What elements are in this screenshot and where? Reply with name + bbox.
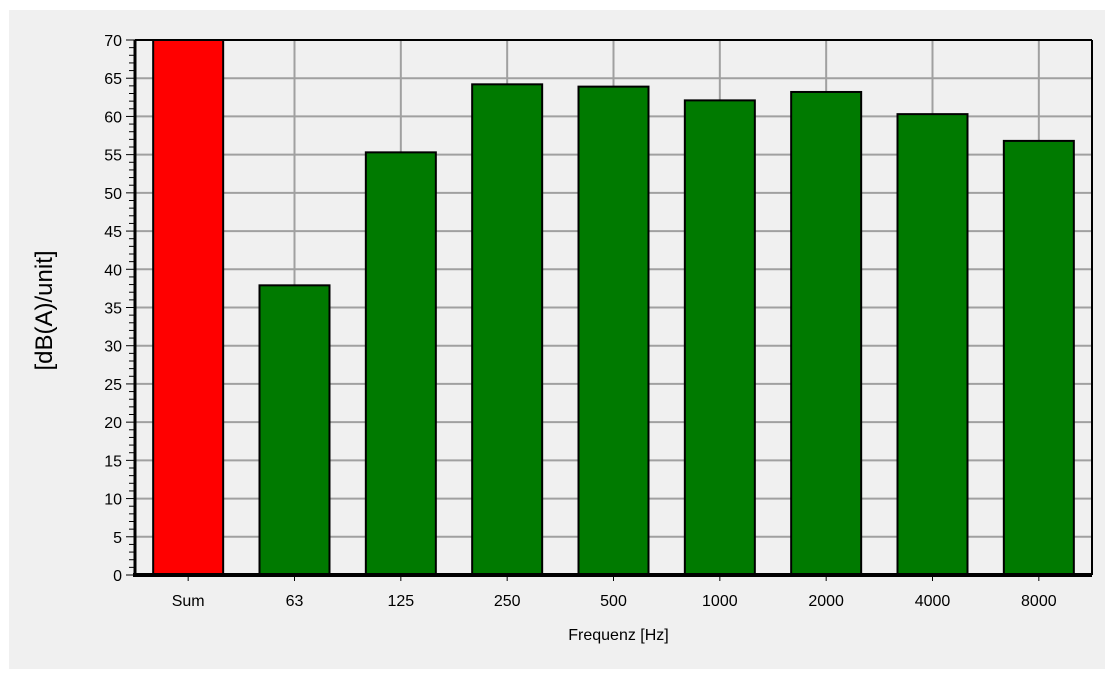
axes (126, 39, 1093, 581)
y-tick-label: 40 (104, 262, 122, 279)
y-tick-label: 45 (104, 224, 122, 241)
y-tick-label: 25 (104, 377, 122, 394)
y-tick-label: 60 (104, 109, 122, 126)
y-tick-label: 20 (104, 415, 122, 432)
y-tick-label: 70 (104, 33, 122, 50)
y-tick-label: 0 (113, 568, 122, 585)
bar-1000 (683, 99, 756, 576)
y-axis-title: [dB(A)/unit] (31, 250, 58, 370)
x-tick-label: 500 (600, 593, 627, 610)
x-tick-label: 8000 (1021, 593, 1057, 610)
y-tick-label: 50 (104, 186, 122, 203)
y-tick-label: 10 (104, 492, 122, 509)
chart-panel: 0 5 10 15 20 25 30 35 40 45 50 55 60 65 70 Sum 63 125 250 5… (9, 10, 1105, 669)
tick-labels: 0 5 10 15 20 25 30 35 40 45 50 55 60 65 70 Sum 63 125 250 5… (104, 33, 1057, 610)
bar-4000 (896, 113, 969, 576)
bar-250 (471, 83, 544, 576)
y-tick-label: 55 (104, 148, 122, 165)
bar-2000 (790, 90, 863, 576)
bar-sum (152, 39, 225, 576)
y-tick-label: 15 (104, 453, 122, 470)
x-tick-label: 1000 (702, 593, 738, 610)
y-tick-label: 5 (113, 530, 122, 547)
bar-chart: 0 5 10 15 20 25 30 35 40 45 50 55 60 65 70 Sum 63 125 250 5… (31, 33, 1093, 644)
x-tick-label: 125 (387, 593, 414, 610)
bar-125 (364, 151, 437, 576)
x-tick-label: Sum (172, 593, 205, 610)
bar-500 (577, 85, 650, 576)
x-tick-label: 2000 (808, 593, 844, 610)
x-tick-label: 250 (494, 593, 521, 610)
bar-63 (258, 284, 331, 576)
y-tick-label: 65 (104, 71, 122, 88)
x-axis-title: Frequenz [Hz] (568, 627, 668, 644)
y-tick-label: 35 (104, 301, 122, 318)
bar-8000 (1002, 139, 1075, 576)
bars (152, 39, 1075, 576)
x-tick-label: 63 (286, 593, 304, 610)
y-tick-label: 30 (104, 339, 122, 356)
x-tick-label: 4000 (915, 593, 951, 610)
